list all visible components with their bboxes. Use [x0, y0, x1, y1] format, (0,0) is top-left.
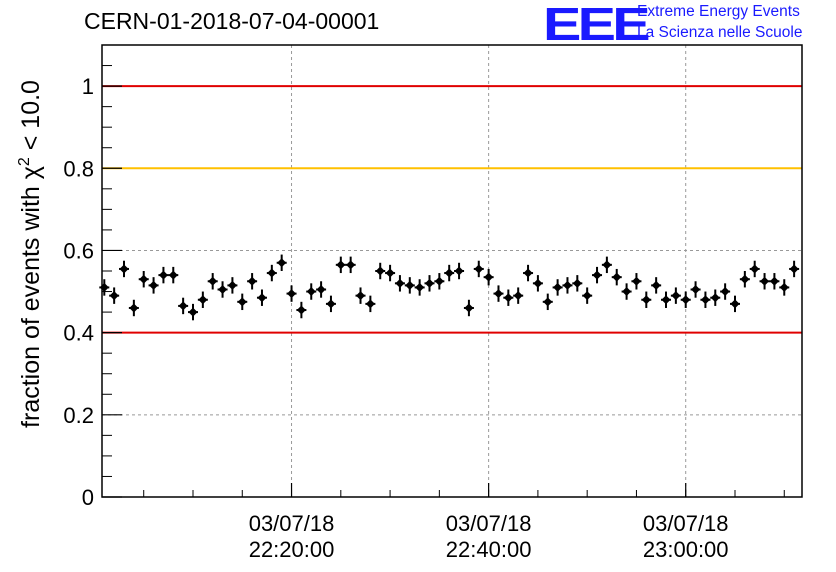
data-point — [405, 280, 415, 290]
data-point — [523, 268, 533, 278]
data-point — [149, 280, 159, 290]
data-point — [691, 284, 701, 294]
data-point — [720, 287, 730, 297]
logo-line-1: Extreme Energy Events — [637, 3, 800, 20]
reference-lines — [102, 85, 802, 334]
data-point — [247, 276, 257, 286]
data-point — [779, 282, 789, 292]
x-tick-label-time: 22:20:00 — [249, 537, 335, 562]
data-point — [129, 303, 139, 313]
data-point — [139, 274, 149, 284]
data-point — [227, 280, 237, 290]
data-point — [464, 303, 474, 313]
data-point — [700, 295, 710, 305]
eee-logo: EEE — [543, 0, 651, 50]
data-point — [622, 287, 632, 297]
data-point — [178, 301, 188, 311]
data-point — [346, 260, 356, 270]
data-point — [316, 284, 326, 294]
data-point — [198, 295, 208, 305]
x-tick-label-time: 22:40:00 — [446, 537, 532, 562]
data-point — [553, 282, 563, 292]
data-point — [681, 295, 691, 305]
y-tick-label: 0.4 — [63, 321, 94, 346]
data-point — [631, 276, 641, 286]
grid — [102, 45, 802, 497]
data-point — [730, 299, 740, 309]
data-point — [444, 268, 454, 278]
data-point — [424, 278, 434, 288]
data-point — [582, 291, 592, 301]
data-point — [671, 291, 681, 301]
data-point — [750, 264, 760, 274]
data-point — [326, 299, 336, 309]
run-title: CERN-01-2018-07-04-00001 — [84, 8, 380, 34]
data-point — [267, 268, 277, 278]
data-point — [287, 289, 297, 299]
data-point — [760, 276, 770, 286]
data-point — [612, 272, 622, 282]
data-point — [109, 291, 119, 301]
x-tick-label-date: 03/07/18 — [249, 511, 335, 536]
data-point — [474, 264, 484, 274]
data-point — [119, 264, 129, 274]
data-point — [158, 270, 168, 280]
data-point — [740, 274, 750, 284]
data-point — [188, 307, 198, 317]
data-point — [513, 291, 523, 301]
data-point — [385, 268, 395, 278]
data-point — [789, 264, 799, 274]
data-point — [168, 270, 178, 280]
data-point — [336, 260, 346, 270]
data-point — [257, 293, 267, 303]
data-point — [769, 276, 779, 286]
data-point — [651, 280, 661, 290]
data-points — [99, 254, 800, 321]
data-point — [454, 266, 464, 276]
data-point — [710, 293, 720, 303]
x-tick-label-date: 03/07/18 — [643, 511, 729, 536]
data-point — [543, 297, 553, 307]
data-point — [641, 295, 651, 305]
y-tick-label: 0 — [82, 485, 94, 510]
data-point — [493, 289, 503, 299]
data-point — [356, 291, 366, 301]
y-tick-label: 0.6 — [63, 238, 94, 263]
y-tick-label: 1 — [82, 74, 94, 99]
y-tick-label: 0.2 — [63, 403, 94, 428]
data-point — [592, 270, 602, 280]
data-point — [415, 282, 425, 292]
data-point — [277, 258, 287, 268]
data-point — [661, 295, 671, 305]
data-point — [533, 278, 543, 288]
data-point — [572, 278, 582, 288]
data-point — [503, 293, 513, 303]
data-point — [237, 297, 247, 307]
data-point — [99, 282, 109, 292]
x-tick-label-time: 23:00:00 — [643, 537, 729, 562]
y-axis-label: fraction of events with χ2 < 10.0 — [16, 80, 45, 428]
data-point — [218, 284, 228, 294]
data-point — [602, 260, 612, 270]
data-point — [484, 272, 494, 282]
data-point — [208, 276, 218, 286]
data-point — [296, 305, 306, 315]
data-point — [434, 276, 444, 286]
data-point — [375, 266, 385, 276]
x-tick-label-date: 03/07/18 — [446, 511, 532, 536]
data-point — [306, 287, 316, 297]
plot-frame — [101, 44, 803, 498]
logo-line-2: La Scienza nelle Scuole — [637, 24, 803, 41]
y-tick-label: 0.8 — [63, 156, 94, 181]
data-point — [562, 280, 572, 290]
data-point — [365, 299, 375, 309]
axes: 00.20.40.60.8103/07/1822:20:0003/07/1822… — [63, 65, 785, 562]
data-point — [395, 278, 405, 288]
